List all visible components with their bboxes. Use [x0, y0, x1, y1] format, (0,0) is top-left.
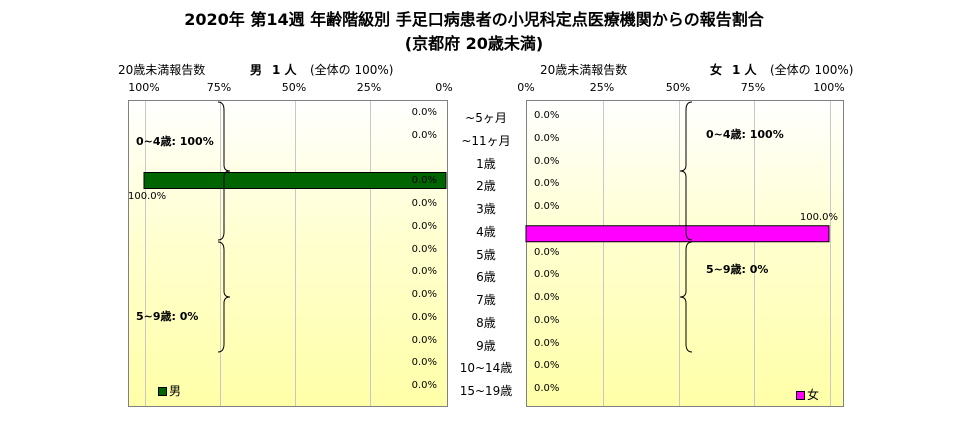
male-value-label: 0.0%: [411, 243, 437, 255]
female-legend-label: 女: [807, 388, 820, 402]
male-value-label: 0.0%: [411, 357, 437, 369]
male-bar: [143, 172, 447, 189]
male-legend: 男: [158, 382, 181, 399]
female-tick: 0%: [517, 81, 535, 94]
male-tick: 50%: [281, 81, 307, 94]
male-legend-swatch: [158, 387, 167, 396]
gridline: [145, 101, 146, 406]
female-value-label: 100.0%: [799, 211, 838, 223]
male-value-label: 0.0%: [411, 380, 437, 391]
female-total: (全体の 100%): [770, 63, 854, 77]
chart-title: 2020年 第14週 年齢階級別 手足口病患者の小児科定点医療機関からの報告割合: [184, 10, 764, 29]
age-category-label: ~5ヶ月: [465, 111, 507, 125]
female-bracket-5-9: [679, 241, 693, 353]
age-category-label: 10~14歳: [459, 361, 513, 376]
male-bracket-0-4: [217, 101, 231, 241]
male-group-5-9: 5~9歳: 0%: [136, 310, 199, 323]
gridline: [295, 101, 296, 406]
female-value-label: 0.0%: [534, 337, 560, 349]
female-value-label: 0.0%: [534, 155, 560, 167]
female-legend: 女: [796, 386, 819, 403]
age-category-label: 5歳: [476, 247, 496, 262]
age-category-label: 9歳: [476, 338, 496, 353]
gridline: [603, 101, 604, 406]
age-category-label: 1歳: [476, 156, 496, 171]
male-value-label: 0.0%: [411, 266, 437, 278]
male-count-label: 20歳未満報告数: [118, 63, 206, 77]
gridline: [220, 101, 221, 406]
male-legend-label: 男: [169, 384, 182, 398]
female-value-label: 0.0%: [534, 269, 560, 281]
male-group-0-4: 0~4歳: 100%: [136, 135, 214, 148]
female-value-label: 0.0%: [534, 292, 560, 303]
female-legend-swatch: [796, 391, 805, 400]
male-tick: 75%: [206, 81, 232, 94]
female-value-label: 0.0%: [534, 132, 560, 144]
chart-subtitle: (京都府 20歳未満): [404, 34, 544, 53]
male-value-label: 0.0%: [411, 289, 437, 300]
male-value-label: 100.0%: [128, 190, 167, 202]
male-value-label: 0.0%: [411, 175, 437, 187]
female-value-label: 0.0%: [534, 314, 560, 326]
age-category-label: 3歳: [476, 202, 496, 216]
female-value-label: 0.0%: [534, 201, 560, 212]
male-total: (全体の 100%): [310, 63, 394, 77]
male-value-label: 0.0%: [411, 129, 437, 141]
male-tick: 25%: [356, 81, 382, 94]
male-value-label: 0.0%: [411, 107, 437, 118]
female-bracket-0-4: [679, 101, 693, 241]
male-value-label: 0.0%: [411, 198, 437, 209]
male-value-label: 0.0%: [411, 334, 437, 346]
age-category-label: 2歳: [476, 179, 496, 194]
female-tick: 25%: [589, 81, 615, 94]
female-count-label: 20歳未満報告数: [540, 63, 628, 77]
female-plot-area: [526, 100, 844, 407]
gridline: [754, 101, 755, 406]
male-tick: 100%: [128, 81, 160, 94]
female-group-0-4: 0~4歳: 100%: [706, 128, 784, 141]
female-tick: 50%: [665, 81, 691, 94]
female-tick: 75%: [740, 81, 766, 94]
age-category-label: 7歳: [476, 293, 496, 307]
age-category-label: ~11ヶ月: [461, 133, 511, 148]
male-sex-label: 男: [250, 63, 263, 77]
gridline: [370, 101, 371, 406]
female-value-label: 0.0%: [534, 383, 560, 394]
gridline: [830, 101, 831, 406]
age-category-label: 4歳: [476, 224, 496, 239]
female-bar: [525, 225, 830, 243]
male-tick: 0%: [435, 81, 453, 94]
female-count: 1 人: [732, 63, 757, 77]
age-category-label: 15~19歳: [459, 384, 513, 398]
male-count: 1 人: [272, 63, 297, 77]
female-tick: 100%: [813, 81, 845, 94]
male-bracket-5-9: [217, 241, 231, 353]
age-category-label: 8歳: [476, 315, 496, 330]
male-plot-area: [128, 100, 448, 407]
age-category-label: 6歳: [476, 270, 496, 285]
gridline: [679, 101, 680, 406]
female-value-label: 0.0%: [534, 360, 560, 372]
female-sex-label: 女: [710, 63, 723, 77]
male-value-label: 0.0%: [411, 220, 437, 232]
male-value-label: 0.0%: [411, 311, 437, 323]
female-value-label: 0.0%: [534, 246, 560, 258]
female-value-label: 0.0%: [534, 178, 560, 190]
female-group-5-9: 5~9歳: 0%: [706, 263, 769, 276]
female-value-label: 0.0%: [534, 110, 560, 121]
